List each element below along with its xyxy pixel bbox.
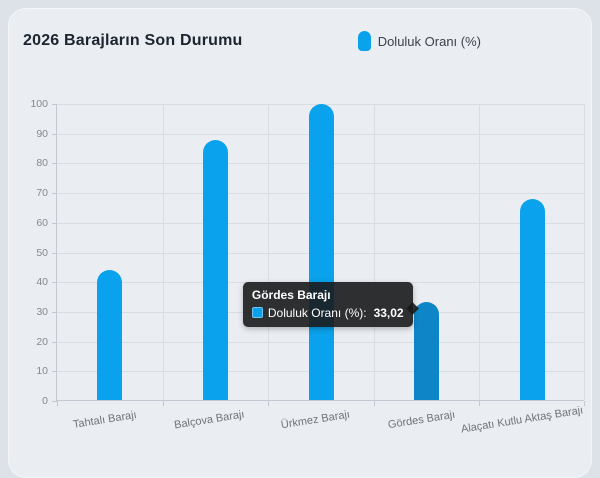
x-axis-tick bbox=[162, 401, 164, 406]
y-axis-tick-label: 70 bbox=[36, 187, 48, 200]
x-gridline bbox=[479, 104, 481, 400]
tooltip-series-row: Doluluk Oranı (%): 33,02 bbox=[251, 305, 404, 320]
tooltip-series-value: 33,02 bbox=[373, 305, 404, 320]
y-axis-tick bbox=[52, 371, 57, 373]
tooltip-series-swatch-icon bbox=[251, 307, 263, 319]
x-axis-tick bbox=[584, 401, 585, 406]
y-axis-tick-label: 90 bbox=[36, 127, 48, 140]
legend-label: Doluluk Oranı (%) bbox=[377, 33, 481, 49]
legend-item-doluluk-orani[interactable]: Doluluk Oranı (%) bbox=[357, 31, 481, 51]
x-axis-category-label: Tahtalı Barajı bbox=[72, 409, 138, 431]
tooltip-title: Gördes Barajı bbox=[251, 287, 331, 302]
y-axis-tick bbox=[52, 133, 57, 135]
y-axis-tick-label: 80 bbox=[36, 157, 48, 170]
x-axis-tick bbox=[57, 401, 58, 406]
x-axis-category-label: Gördes Barajı bbox=[386, 408, 456, 432]
x-gridline bbox=[373, 104, 375, 400]
bar-ala-at-kutlu-akta-baraj-[interactable] bbox=[519, 199, 545, 400]
x-gridline bbox=[162, 104, 164, 400]
bar-tahtal-baraj-[interactable] bbox=[97, 270, 123, 400]
bar-g-rdes-baraj-[interactable] bbox=[414, 301, 440, 400]
y-axis-tick-label: 0 bbox=[42, 395, 48, 407]
tooltip-series-label: Doluluk Oranı (%): bbox=[267, 305, 367, 320]
legend-swatch-icon bbox=[357, 31, 371, 51]
y-axis-tick-label: 10 bbox=[36, 365, 48, 378]
y-axis-tick-label: 60 bbox=[36, 216, 48, 229]
chart-header: 2026 Barajların Son Durumu Doluluk Oranı… bbox=[23, 31, 577, 51]
x-axis-category-label: Ürkmez Barajı bbox=[280, 408, 351, 432]
y-axis-tick bbox=[52, 341, 57, 343]
x-gridline bbox=[268, 104, 270, 400]
tooltip: Gördes Barajı Doluluk Oranı (%): 33,02 bbox=[242, 281, 413, 327]
bar--rkmez-baraj-[interactable] bbox=[308, 103, 334, 400]
y-axis-tick bbox=[52, 401, 57, 402]
y-axis-tick-label: 30 bbox=[36, 305, 48, 318]
chart-card: 2026 Barajların Son Durumu Doluluk Oranı… bbox=[8, 8, 592, 478]
y-axis-tick bbox=[52, 193, 57, 195]
x-axis-tick bbox=[268, 401, 270, 406]
x-axis-category-label: Alaçatı Kutlu Aktaş Barajı bbox=[460, 404, 585, 436]
y-axis-tick bbox=[52, 252, 57, 254]
y-axis-tick bbox=[52, 311, 57, 313]
y-axis-tick-label: 40 bbox=[36, 276, 48, 289]
y-axis-tick bbox=[52, 163, 57, 165]
plot-area: Gördes Barajı Doluluk Oranı (%): 33,02 0… bbox=[30, 98, 585, 436]
bar-bal-ova-baraj-[interactable] bbox=[202, 140, 228, 400]
y-axis-tick-label: 50 bbox=[36, 246, 48, 259]
chart-title: 2026 Barajların Son Durumu bbox=[23, 32, 243, 49]
x-axis-category-label: Balçova Barajı bbox=[173, 408, 246, 432]
x-axis-tick bbox=[479, 401, 481, 406]
y-axis-tick-label: 20 bbox=[36, 335, 48, 348]
y-axis-tick bbox=[52, 222, 57, 224]
x-gridline bbox=[584, 104, 585, 400]
y-axis-tick bbox=[52, 282, 57, 284]
y-axis-tick-label: 100 bbox=[30, 98, 48, 110]
x-axis-tick bbox=[373, 401, 375, 406]
y-axis-tick bbox=[52, 104, 57, 105]
